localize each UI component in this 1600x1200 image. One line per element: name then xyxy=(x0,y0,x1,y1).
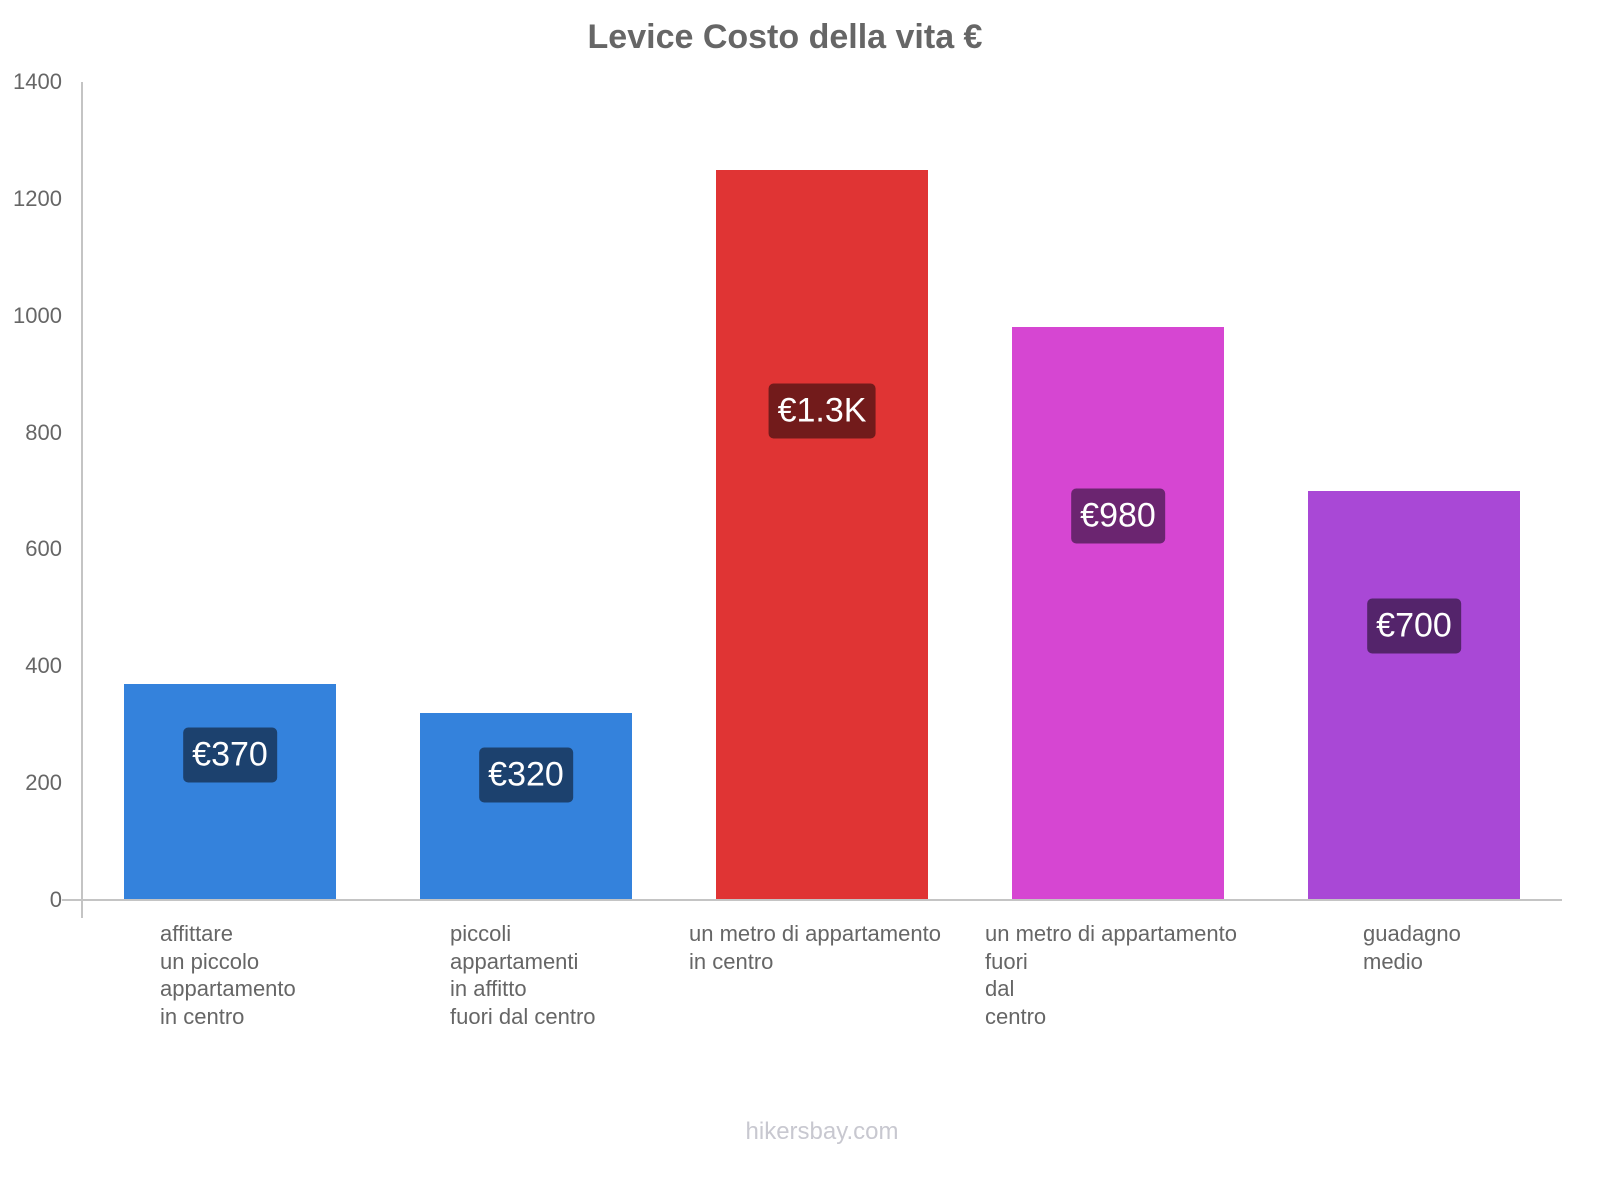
x-tick-label: affittare un piccolo appartamento in cen… xyxy=(160,921,296,1029)
y-tick-label: 200 xyxy=(25,770,62,796)
bar-value-label: €980 xyxy=(1071,488,1165,544)
y-tick-label: 1200 xyxy=(13,185,62,211)
y-tick-label: 1000 xyxy=(13,302,62,328)
x-axis-line xyxy=(62,899,1562,901)
bar-average-salary[interactable]: €700 xyxy=(1308,491,1520,900)
y-tick-label: 800 xyxy=(25,419,62,445)
bar-value-label: €370 xyxy=(183,727,277,783)
chart-title: Levice Costo della vita € xyxy=(587,18,983,56)
y-tick-label: 1400 xyxy=(13,69,62,94)
bar-value-label: €1.3K xyxy=(768,383,876,439)
y-tick-label: 400 xyxy=(25,653,62,679)
bar-small-apartments-outside-center[interactable]: €320 xyxy=(420,713,632,900)
bar-sqm-apartment-outside-center[interactable]: €980 xyxy=(1012,327,1224,900)
x-tick-label: piccoli appartamenti in affitto fuori da… xyxy=(450,921,596,1029)
bar-sqm-apartment-center[interactable]: €1.3K xyxy=(716,169,928,900)
y-axis-line xyxy=(81,82,83,918)
y-tick-label: 0 xyxy=(49,887,62,912)
bar-rent-small-apartment-center[interactable]: €370 xyxy=(124,683,336,900)
y-tick-label: 600 xyxy=(25,536,62,562)
x-tick-label: guadagno medio xyxy=(1363,921,1461,974)
x-tick-label: un metro di appartamento in centro xyxy=(689,921,941,974)
bar-value-label: €320 xyxy=(479,747,573,803)
bar-value-label: €700 xyxy=(1367,598,1461,654)
x-tick-label: un metro di appartamento fuori dal centr… xyxy=(985,921,1237,1029)
watermark: hikersbay.com xyxy=(745,1118,899,1145)
